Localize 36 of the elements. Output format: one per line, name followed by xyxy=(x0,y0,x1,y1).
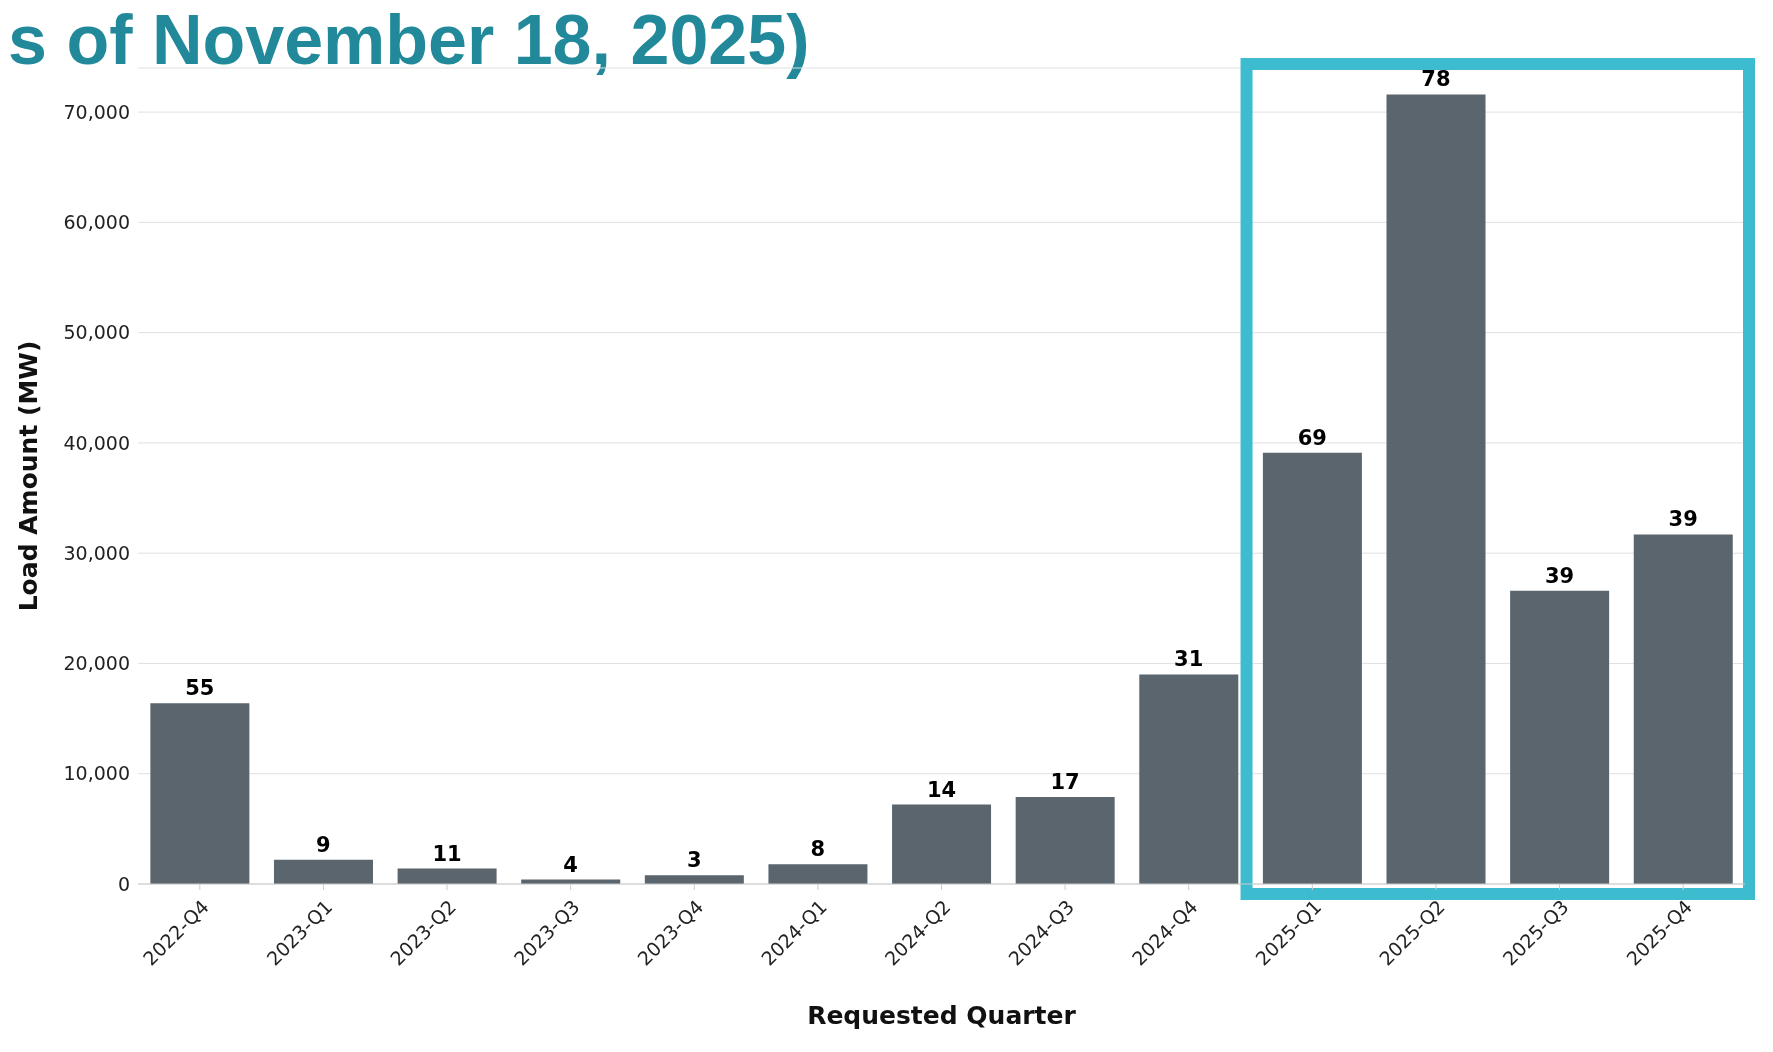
bar xyxy=(1386,94,1486,884)
annotation: 78 xyxy=(1421,67,1451,92)
y-tick-label: 50,000 xyxy=(63,321,130,344)
y-tick-label: 30,000 xyxy=(63,541,130,564)
annotation: 3 xyxy=(686,848,702,873)
x-axis-title: Requested Quarter xyxy=(807,1001,1077,1030)
annotation: 55 xyxy=(185,676,215,701)
bar xyxy=(1262,452,1362,884)
bar xyxy=(150,703,250,884)
y-tick-label: 0 xyxy=(117,872,130,895)
bar xyxy=(1015,796,1115,884)
y-tick-label: 40,000 xyxy=(63,431,130,454)
y-tick-label: 20,000 xyxy=(63,652,130,675)
bar xyxy=(1510,590,1610,884)
y-axis-title: Load Amount (MW) xyxy=(13,340,43,612)
annotation: 14 xyxy=(926,777,957,802)
bar xyxy=(273,859,373,884)
y-tick-label: 60,000 xyxy=(63,211,130,234)
bar xyxy=(892,804,992,884)
bar xyxy=(1633,534,1733,884)
annotation: 17 xyxy=(1050,769,1080,794)
bar xyxy=(644,875,744,884)
annotation: 69 xyxy=(1297,425,1327,450)
annotation: 4 xyxy=(563,852,578,877)
bar xyxy=(397,868,497,884)
y-tick-label: 70,000 xyxy=(63,100,130,123)
y-tick-label: 10,000 xyxy=(63,762,130,785)
annotation: 11 xyxy=(432,841,462,866)
bar xyxy=(1139,674,1239,884)
annotation: 39 xyxy=(1668,507,1698,532)
annotation: 8 xyxy=(810,837,826,862)
bar xyxy=(768,864,868,884)
annotation: 9 xyxy=(316,832,331,857)
annotation: 31 xyxy=(1174,647,1204,672)
annotation: 39 xyxy=(1544,563,1575,588)
chart-title: s of November 18, 2025) xyxy=(8,7,810,80)
